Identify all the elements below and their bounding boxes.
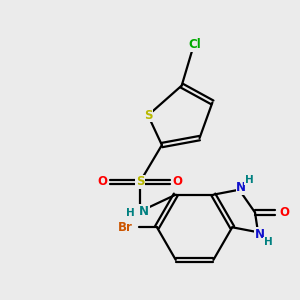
Text: Br: Br	[118, 221, 133, 234]
Text: H: H	[245, 175, 254, 185]
Text: Cl: Cl	[188, 38, 201, 52]
Text: N: N	[255, 228, 265, 241]
Text: H: H	[263, 237, 272, 247]
Text: H: H	[126, 208, 135, 218]
Text: O: O	[98, 175, 107, 188]
Text: N: N	[139, 205, 149, 218]
Text: O: O	[280, 206, 290, 219]
Text: S: S	[144, 109, 152, 122]
Text: O: O	[173, 175, 183, 188]
Text: S: S	[136, 175, 144, 188]
Text: N: N	[236, 181, 246, 194]
